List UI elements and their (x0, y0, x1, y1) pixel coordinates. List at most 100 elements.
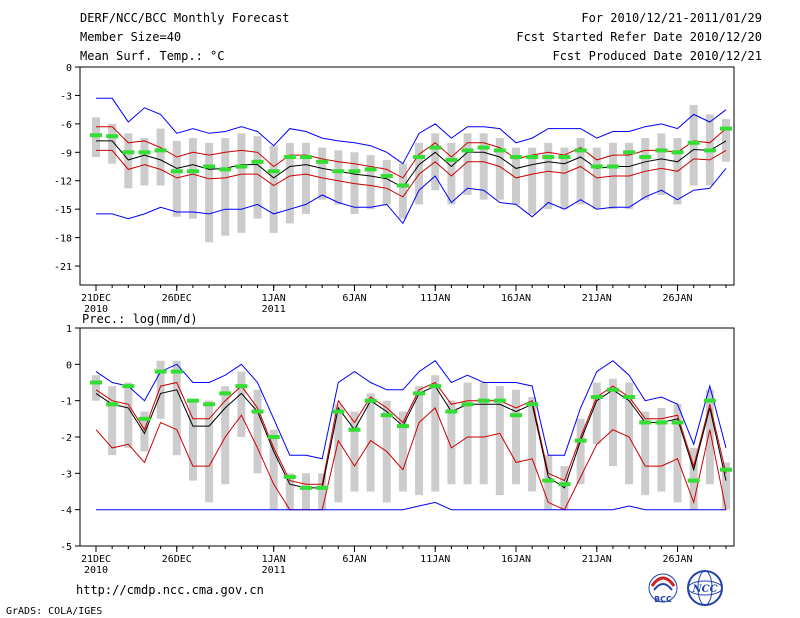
observed-marker (720, 467, 732, 472)
x-tick-label: 26DEC (162, 554, 192, 565)
x-tick-year-label: 2010 (84, 565, 108, 576)
y-tick-label: 0 (66, 63, 72, 74)
observed-marker (526, 402, 539, 407)
observed-marker (687, 140, 700, 145)
observed-marker (703, 148, 716, 153)
series-line-mean (96, 140, 727, 189)
observed-marker (526, 155, 539, 160)
x-tick-label: 11JAN (420, 554, 450, 565)
variable-label-temp: Mean Surf. Temp.: °C (80, 49, 225, 63)
observed-marker (283, 155, 296, 160)
ensemble-range-box (253, 136, 262, 219)
observed-marker (170, 169, 183, 174)
observed-marker (203, 402, 216, 407)
series-line-min (96, 168, 727, 225)
ensemble-range-box (576, 418, 585, 485)
observed-marker (364, 398, 377, 403)
fcst-produced-date: Fcst Produced Date 2010/12/21 (552, 49, 762, 63)
observed-marker (300, 155, 312, 160)
observed-marker (671, 420, 684, 425)
ensemble-range-box (221, 138, 230, 236)
observed-marker (170, 369, 183, 374)
ensemble-range-box (302, 142, 310, 214)
x-tick-year-label: 2011 (262, 304, 286, 315)
observed-marker (364, 167, 377, 172)
observed-marker (122, 384, 135, 389)
observed-marker (251, 159, 264, 164)
ensemble-range-box (512, 147, 520, 205)
observed-marker (623, 150, 636, 155)
x-tick-label: 6JAN (342, 293, 366, 304)
ensemble-range-box (237, 133, 246, 233)
grads-credit: GrADS: COLA/IGES (6, 606, 102, 617)
x-tick-label: 6JAN (342, 554, 366, 565)
observed-marker (332, 409, 345, 414)
observed-marker (542, 155, 555, 160)
observed-marker (655, 148, 668, 153)
ensemble-range-box (334, 404, 343, 503)
y-tick-label: -5 (60, 542, 72, 553)
observed-marker (267, 435, 280, 439)
ensemble-range-box (205, 400, 214, 503)
ensemble-range-box (188, 400, 197, 481)
x-tick-label: 26JAN (662, 554, 692, 565)
y-tick-label: -3 (60, 469, 72, 480)
observed-marker (413, 155, 426, 160)
observed-marker (235, 164, 248, 169)
ensemble-range-box (221, 386, 230, 485)
observed-marker (186, 398, 199, 403)
plot-frame (79, 66, 735, 286)
y-tick-label: -12 (54, 177, 72, 188)
observed-marker (154, 148, 167, 153)
observed-marker (574, 438, 587, 443)
ensemble-range-box (269, 429, 278, 510)
series-line-max (96, 97, 727, 165)
ensemble-range-box (657, 133, 666, 195)
observed-marker (138, 416, 151, 421)
y-tick-label: -18 (54, 234, 72, 245)
ensemble-range-box (479, 382, 488, 485)
observed-marker (590, 164, 603, 169)
ensemble-range-box (463, 382, 472, 485)
observed-marker (90, 133, 102, 138)
observed-marker (300, 485, 312, 490)
ensemble-range-box (124, 133, 133, 189)
ensemble-range-box (641, 411, 650, 496)
y-tick-label: -21 (54, 262, 72, 273)
ensemble-range-box (495, 138, 504, 200)
bcc-logo: BCC (648, 573, 678, 604)
ensemble-range-box (253, 389, 262, 474)
observed-marker (413, 391, 426, 396)
footer-url: http://cmdp.ncc.cma.gov.cn (76, 583, 264, 597)
observed-marker (348, 427, 361, 432)
ensemble-range-box (366, 393, 375, 492)
ensemble-range-box (608, 378, 617, 467)
x-tick-label: 26DEC (162, 293, 192, 304)
ensemble-range-box (447, 400, 456, 485)
observed-marker (106, 134, 119, 139)
x-tick-label: 1JAN (262, 554, 286, 565)
ensemble-range-box (512, 389, 520, 485)
variable-label-prec: Prec.: log(mm/d) (82, 312, 198, 326)
ensemble-range-box (705, 389, 714, 485)
figure-title: DERF/NCC/BCC Monthly Forecast (80, 11, 290, 25)
observed-marker (574, 148, 587, 153)
observed-marker (396, 424, 409, 429)
x-tick-year-label: 2010 (84, 304, 108, 315)
observed-marker (429, 145, 442, 150)
ensemble-range-box (156, 128, 165, 186)
observed-marker (445, 157, 458, 162)
observed-marker (623, 395, 636, 400)
observed-marker (655, 420, 668, 425)
ensemble-range-box (285, 142, 294, 224)
ensemble-range-box (140, 411, 149, 452)
observed-marker (332, 169, 345, 174)
y-tick-label: 0 (66, 360, 72, 371)
observed-marker (316, 159, 329, 164)
y-tick-label: -3 (60, 91, 72, 102)
series-line-spread-high (96, 126, 727, 179)
observed-marker (219, 391, 232, 396)
observed-marker (477, 398, 490, 403)
